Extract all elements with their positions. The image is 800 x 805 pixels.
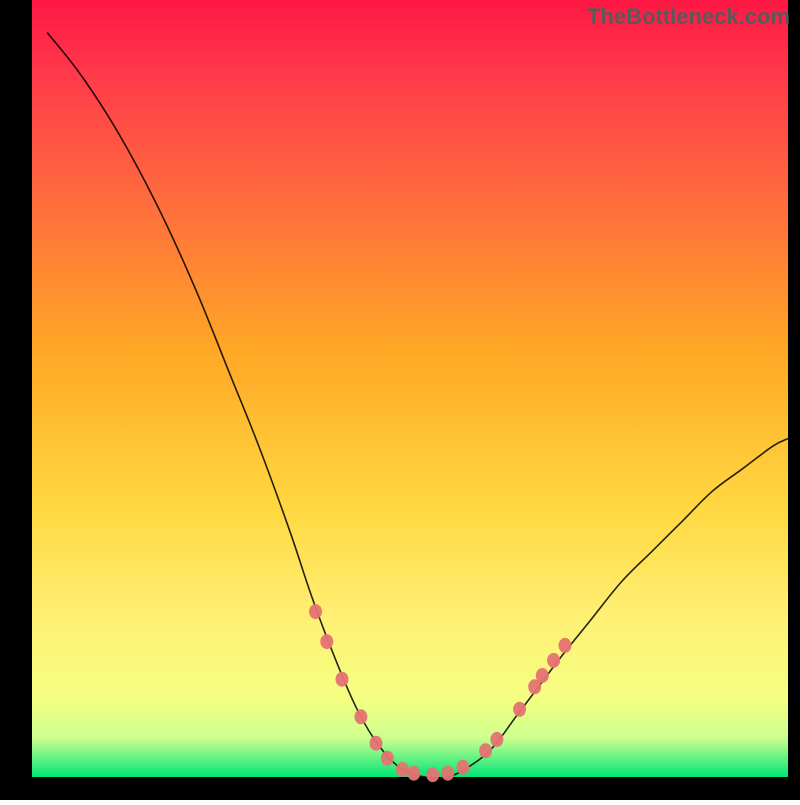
- data-point: [456, 760, 469, 775]
- data-point: [309, 604, 322, 619]
- data-point: [336, 672, 349, 687]
- data-point: [370, 736, 383, 751]
- data-point: [479, 743, 492, 758]
- data-point: [407, 766, 420, 781]
- watermark-text: TheBottleneck.com: [587, 4, 790, 30]
- data-point: [320, 634, 333, 649]
- data-point: [490, 732, 503, 747]
- chart-svg: [0, 0, 800, 800]
- data-point: [441, 766, 454, 781]
- data-point: [426, 767, 439, 782]
- data-point: [547, 653, 560, 668]
- data-point: [559, 638, 572, 653]
- bottleneck-chart: [0, 0, 800, 800]
- data-point: [396, 762, 409, 777]
- data-point: [354, 709, 367, 724]
- data-point: [381, 751, 394, 766]
- data-point: [536, 668, 549, 683]
- data-point: [513, 702, 526, 717]
